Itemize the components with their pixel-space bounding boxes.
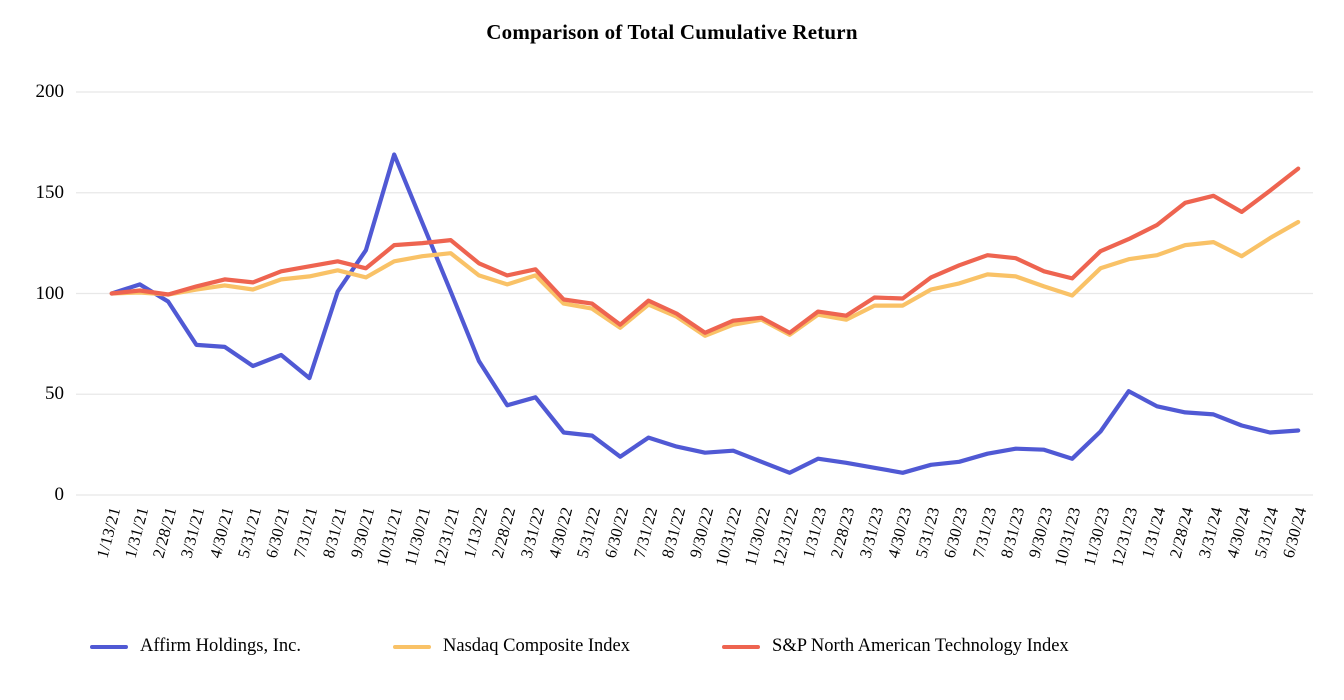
- series-line-nasdaq-composite-index: [109, 219, 1301, 338]
- legend-label-s-p-north-american-technology-index: S&P North American Technology Index: [772, 636, 1069, 656]
- series-line-s-p-north-american-technology-index: [109, 166, 1301, 335]
- legend: Affirm Holdings, Inc. Nasdaq Composite In…: [90, 636, 1161, 657]
- y-axis-label-0: 0: [54, 484, 65, 505]
- series-line-affirm-holdings-inc: [109, 152, 1301, 475]
- legend-item-nasdaq-composite-index: Nasdaq Composite Index: [393, 636, 630, 657]
- legend-marker-affirm-holdings-inc: [90, 644, 128, 649]
- y-axis-label-150: 150: [35, 181, 65, 203]
- legend-marker-nasdaq-composite-index: [393, 644, 431, 649]
- legend-item-affirm-holdings-inc: Affirm Holdings, Inc.: [90, 636, 301, 657]
- chart-title: Comparison of Total Cumulative Return: [486, 20, 858, 44]
- y-axis-label-200: 200: [35, 81, 65, 102]
- legend-label-affirm-holdings-inc: Affirm Holdings, Inc.: [140, 636, 301, 656]
- legend-label-nasdaq-composite-index: Nasdaq Composite Index: [443, 636, 631, 656]
- y-axis-label-50: 50: [45, 383, 64, 405]
- legend-item-s-p-north-american-technology-index: S&P North American Technology Index: [722, 636, 1069, 657]
- y-axis-label-100: 100: [35, 282, 65, 304]
- legend-marker-s-p-north-american-technology-index: [722, 644, 761, 649]
